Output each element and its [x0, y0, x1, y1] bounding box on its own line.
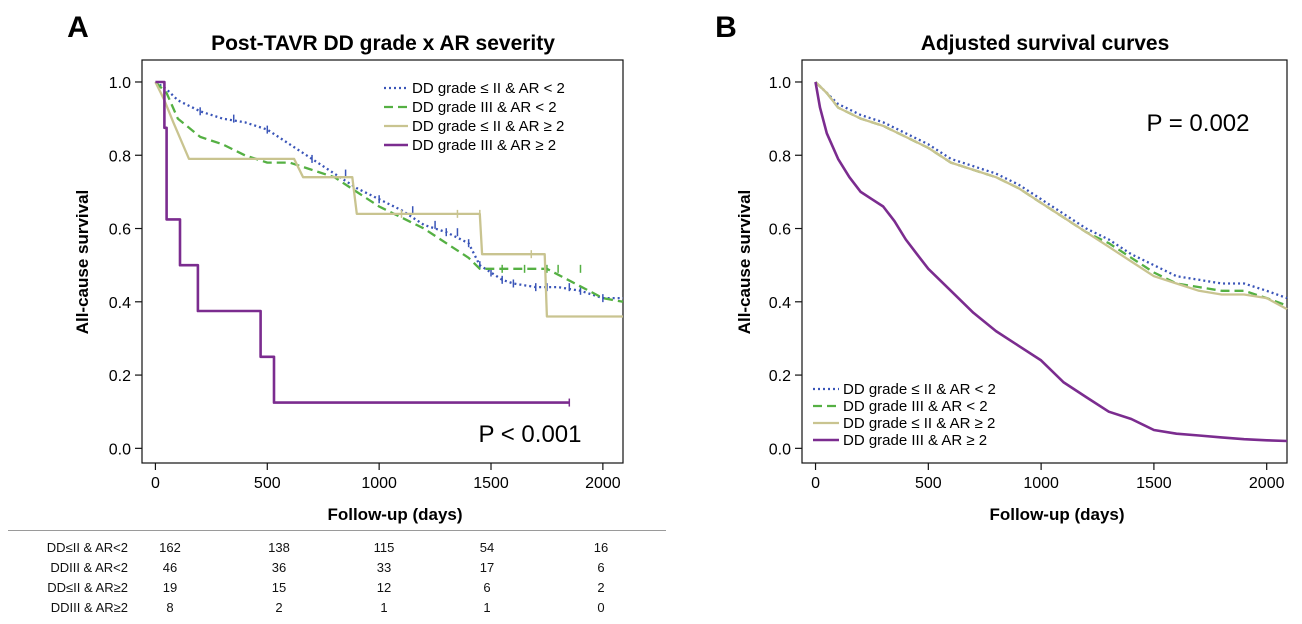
row-label: DDIII & AR≥2	[50, 600, 128, 615]
cell: 6	[483, 580, 491, 595]
y-tick-label: 0.4	[769, 295, 791, 312]
panel-letter: B	[715, 11, 737, 44]
y-axis-label: All-cause survival	[735, 190, 754, 335]
cell: 1	[380, 600, 388, 615]
x-tick-label: 0	[811, 475, 820, 492]
legend-label: DD grade III & AR ≥ 2	[843, 432, 987, 449]
cell: 115	[373, 540, 395, 555]
legend-label: DD grade ≤ II & AR < 2	[843, 381, 996, 398]
x-tick-label: 500	[915, 475, 942, 492]
legend-label: DD grade ≤ II & AR ≥ 2	[412, 118, 564, 135]
row-label: DD≤II & AR≥2	[47, 580, 128, 595]
cell: 19	[162, 580, 178, 595]
series-line-1	[814, 81, 1288, 300]
legend-label: DD grade ≤ II & AR ≥ 2	[843, 415, 995, 432]
figure-canvas: A Post-TAVR DD grade x AR severity 0 500 100…	[67, 11, 1288, 524]
panel-letter: A	[67, 11, 89, 44]
x-tick-label: 1000	[361, 475, 397, 492]
series-line-3	[814, 81, 1288, 311]
row-label: DD≤II & AR<2	[46, 540, 128, 555]
series-line-2	[154, 81, 624, 303]
x-tick-label: 1500	[473, 475, 509, 492]
y-tick-label: 0.8	[109, 148, 131, 165]
x-tick-label: 0	[151, 475, 160, 492]
row-label: DDIII & AR<2	[50, 560, 128, 575]
x-tick-label: 1500	[1136, 475, 1172, 492]
legend-label: DD grade III & AR ≥ 2	[412, 137, 556, 154]
y-tick-label: 0.0	[769, 441, 791, 458]
y-tick-label: 0.8	[769, 148, 791, 165]
table-row: DDIII & AR<2 46 36 33 17 6	[0, 560, 670, 580]
x-tick-label: 1000	[1023, 475, 1059, 492]
series-line-4	[814, 81, 1288, 443]
chart-title: Adjusted survival curves	[921, 32, 1170, 55]
legend: DD grade ≤ II & AR < 2DD grade III & AR …	[813, 381, 996, 449]
chart-title: Post-TAVR DD grade x AR severity	[211, 32, 555, 55]
panel-b: B Adjusted survival curves 0 500 1000 1500 200…	[715, 11, 1288, 524]
cell: 15	[271, 580, 287, 595]
cell: 16	[593, 540, 609, 555]
x-tick-label: 2000	[1249, 475, 1285, 492]
cell: 0	[597, 600, 605, 615]
legend-label: DD grade ≤ II & AR < 2	[412, 80, 565, 97]
y-tick-label: 1.0	[109, 75, 131, 92]
y-tick-label: 0.4	[109, 295, 131, 312]
series-line-3	[154, 81, 623, 318]
legend: DD grade ≤ II & AR < 2 DD grade III & AR …	[384, 80, 565, 154]
cell: 46	[162, 560, 178, 575]
cell: 33	[376, 560, 392, 575]
table-row: DDIII & AR≥2 8 2 1 1 0	[0, 600, 670, 620]
legend-label: DD grade III & AR < 2	[412, 99, 557, 116]
number-at-risk-table: DD≤II & AR<2 162 138 115 54 16 DDIII & A…	[0, 530, 670, 624]
x-axis-label: Follow-up (days)	[327, 505, 462, 524]
cell: 6	[597, 560, 605, 575]
p-value: P < 0.001	[479, 421, 582, 448]
plot-frame	[141, 59, 624, 464]
x-tick-label: 500	[254, 475, 281, 492]
y-tick-label: 0.0	[109, 441, 131, 458]
cell: 1	[483, 600, 491, 615]
y-tick-label: 1.0	[769, 75, 791, 92]
p-value: P = 0.002	[1147, 110, 1250, 137]
panel-a: A Post-TAVR DD grade x AR severity 0 500 100…	[67, 11, 624, 524]
cell: 54	[479, 540, 495, 555]
y-tick-label: 0.6	[769, 222, 791, 239]
series-line-4	[155, 80, 570, 404]
y-tick-label: 0.2	[769, 368, 791, 385]
cell: 36	[271, 560, 287, 575]
table-row: DD≤II & AR<2 162 138 115 54 16	[0, 540, 670, 560]
cell: 2	[275, 600, 283, 615]
cell: 8	[166, 600, 174, 615]
cell: 138	[268, 540, 290, 555]
y-axis-label: All-cause survival	[73, 190, 92, 335]
cell: 2	[597, 580, 605, 595]
table-row: DD≤II & AR≥2 19 15 12 6 2	[0, 580, 670, 600]
y-tick-label: 0.6	[109, 222, 131, 239]
x-axis-label: Follow-up (days)	[989, 505, 1124, 524]
cell: 12	[376, 580, 392, 595]
table-divider	[8, 530, 666, 531]
y-tick-label: 0.2	[109, 368, 131, 385]
x-tick-label: 2000	[585, 475, 621, 492]
cell: 162	[159, 540, 181, 555]
cell: 17	[479, 560, 495, 575]
legend-label: DD grade III & AR < 2	[843, 398, 988, 415]
plot-frame	[801, 59, 1288, 464]
